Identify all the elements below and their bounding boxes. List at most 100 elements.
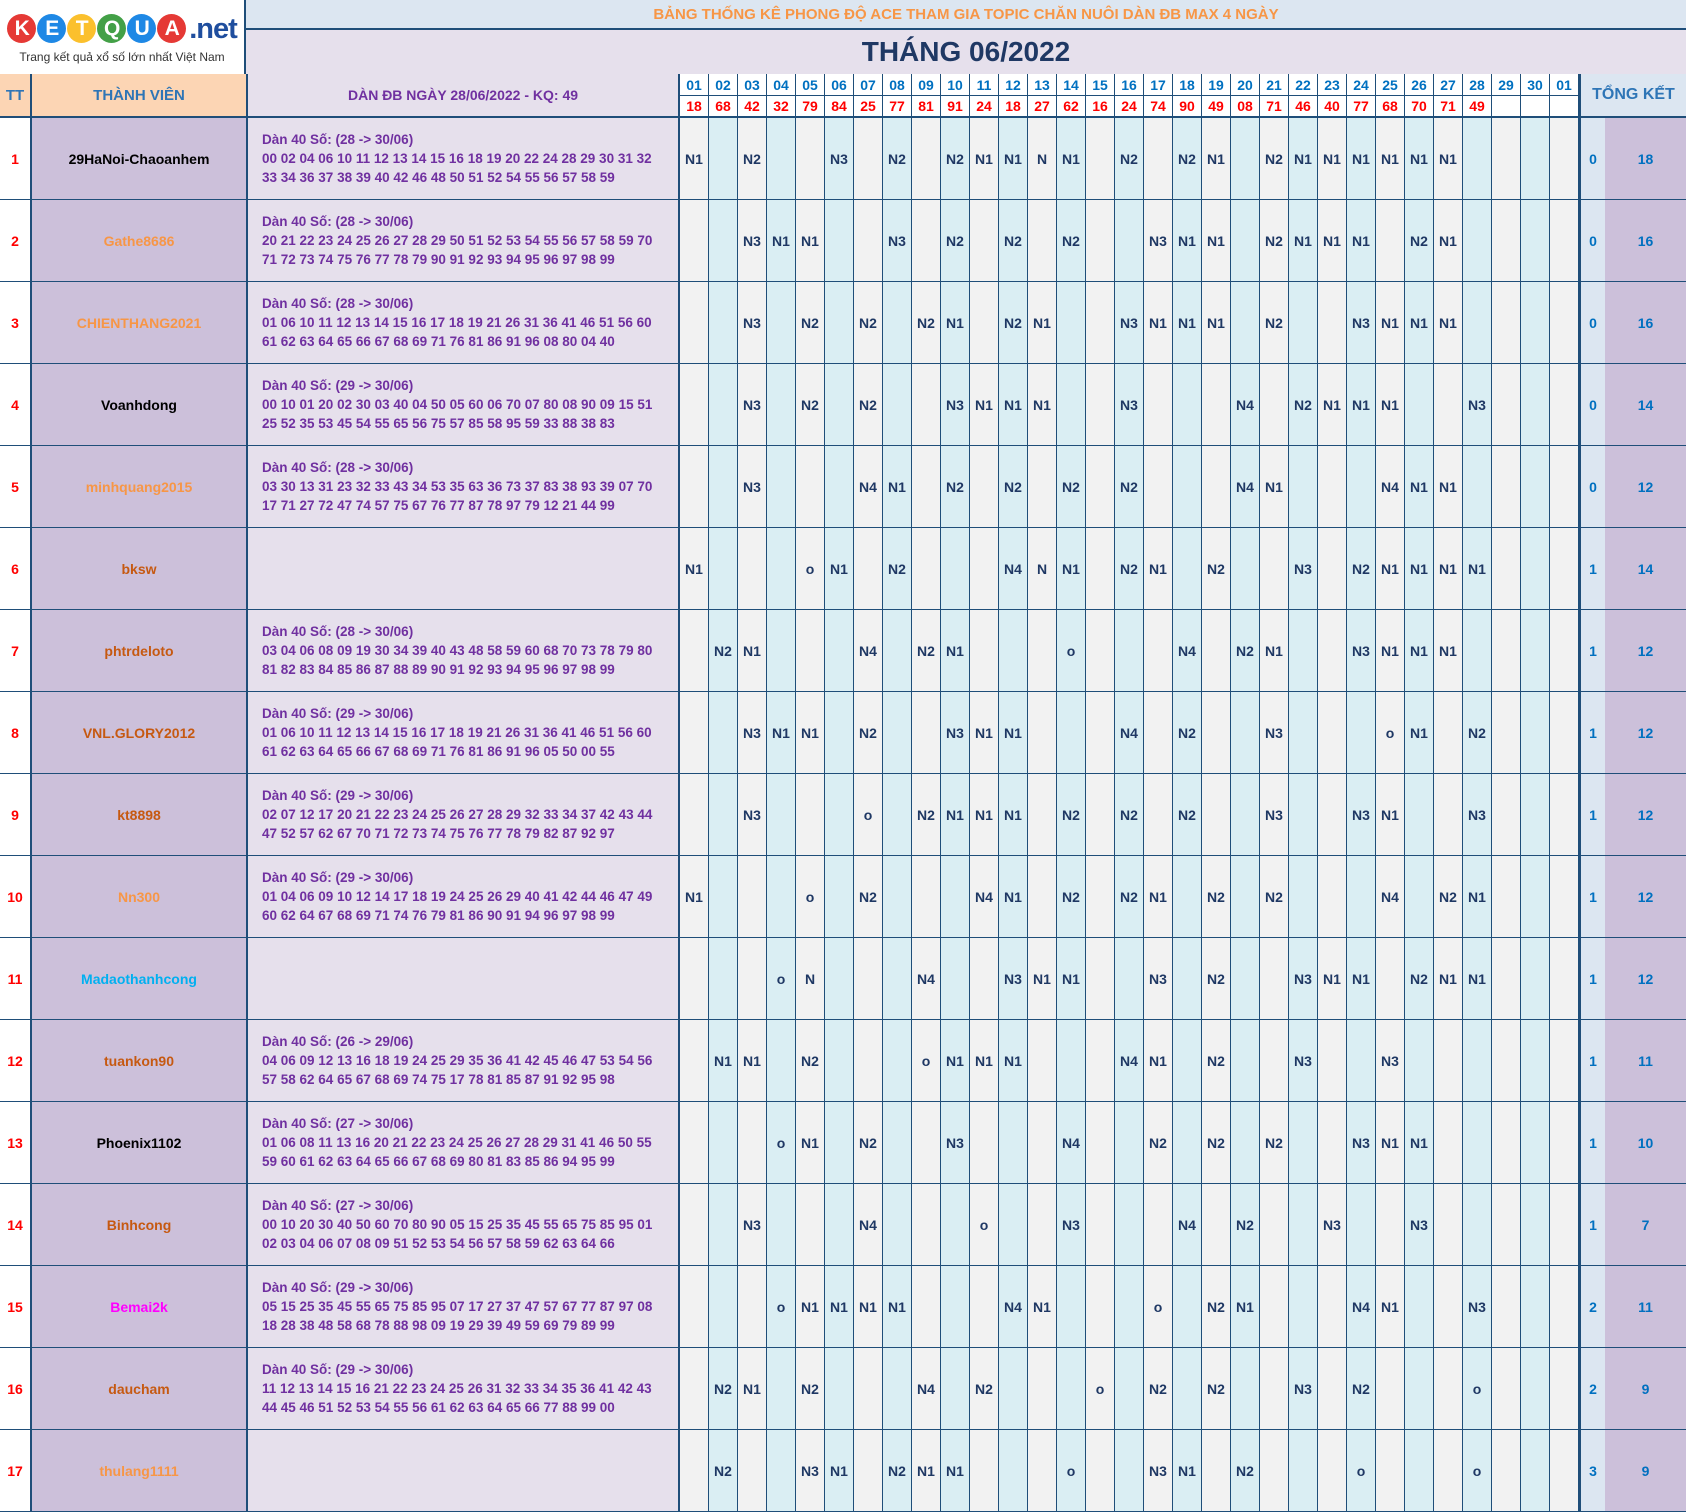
stat-cell [970, 938, 999, 1020]
stat-cell: N2 [941, 200, 970, 282]
result-value [1550, 96, 1579, 118]
stat-cell: N1 [1405, 282, 1434, 364]
member-name[interactable]: kt8898 [32, 774, 246, 856]
stat-cell: N1 [767, 200, 796, 282]
stat-cell: N2 [912, 774, 941, 856]
stat-cell: N2 [1115, 774, 1144, 856]
dan-line: 02 03 04 06 07 08 09 51 52 53 54 56 57 5… [262, 1236, 615, 1251]
member-name[interactable]: CHIENTHANG2021 [32, 282, 246, 364]
day-header: 01 [1550, 74, 1579, 96]
member-name[interactable]: thulang1111 [32, 1430, 246, 1512]
stat-cell: N2 [1057, 774, 1086, 856]
summary-a: 1 [1579, 774, 1605, 856]
stat-cell: N2 [999, 282, 1028, 364]
stat-cell [1405, 1020, 1434, 1102]
stat-cell: N1 [970, 364, 999, 446]
dan-numbers: Dàn 40 Số: (29 -> 30/06) 11 12 13 14 15 1… [246, 1348, 680, 1430]
logo-wordmark: K E T Q U A .net [7, 11, 238, 47]
stat-cell [709, 774, 738, 856]
stat-cell: N4 [1347, 1266, 1376, 1348]
stat-cell: N1 [1260, 446, 1289, 528]
result-value: 18 [999, 96, 1028, 118]
day-header: 10 [941, 74, 970, 96]
stat-cell [1260, 1430, 1289, 1512]
stat-cell [854, 1430, 883, 1512]
member-name[interactable]: tuankon90 [32, 1020, 246, 1102]
day-header: 06 [825, 74, 854, 96]
dan-title: Dàn 40 Số: (28 -> 30/06) [262, 132, 414, 147]
member-name[interactable]: Voanhdong [32, 364, 246, 446]
stat-cell [1086, 528, 1115, 610]
stat-cell: N1 [1376, 528, 1405, 610]
stat-cell [709, 118, 738, 200]
stat-cell [970, 200, 999, 282]
stat-cell: N1 [1202, 200, 1231, 282]
stat-cell [1550, 1184, 1579, 1266]
stat-cell [1550, 118, 1579, 200]
dan-numbers: Dàn 40 Số: (29 -> 30/06) 05 15 25 35 45 5… [246, 1266, 680, 1348]
stat-cell [941, 1348, 970, 1430]
dan-line: 17 71 27 72 47 74 57 75 67 76 77 87 78 9… [262, 498, 615, 513]
stat-cell [1028, 200, 1057, 282]
stat-cell [1289, 1430, 1318, 1512]
stat-cell [1405, 774, 1434, 856]
stat-cell: N3 [1260, 692, 1289, 774]
stat-cell: N3 [1405, 1184, 1434, 1266]
stat-cell [1521, 692, 1550, 774]
member-name[interactable]: Binhcong [32, 1184, 246, 1266]
member-name[interactable]: Madaothanhcong [32, 938, 246, 1020]
stat-cell: o [796, 856, 825, 938]
stat-cell [796, 118, 825, 200]
member-name[interactable]: daucham [32, 1348, 246, 1430]
stat-cell [709, 1102, 738, 1184]
stat-cell: N2 [1057, 200, 1086, 282]
stat-cell [1463, 200, 1492, 282]
member-name[interactable]: minhquang2015 [32, 446, 246, 528]
stat-cell [1231, 1102, 1260, 1184]
dan-line: 11 12 13 14 15 16 21 22 23 24 25 26 31 3… [262, 1381, 652, 1396]
dan-numbers: Dàn 40 Số: (28 -> 30/06) 20 21 22 23 24 2… [246, 200, 680, 282]
day-header: 01 [680, 74, 709, 96]
stat-cell [1202, 446, 1231, 528]
dan-line: 60 62 64 67 68 69 71 74 76 79 81 86 90 9… [262, 908, 615, 923]
member-name[interactable]: Phoenix1102 [32, 1102, 246, 1184]
summary-a: 1 [1579, 1184, 1605, 1266]
day-header: 04 [767, 74, 796, 96]
stat-cell [1550, 1430, 1579, 1512]
stat-cell: N1 [999, 692, 1028, 774]
stat-cell [709, 856, 738, 938]
stat-cell [970, 528, 999, 610]
site-logo[interactable]: K E T Q U A .net Trang kết quả xổ số lớn nhất V… [0, 0, 246, 74]
stat-cell [1260, 1266, 1289, 1348]
day-header: 02 [709, 74, 738, 96]
dan-title: Dàn 40 Số: (29 -> 30/06) [262, 870, 414, 885]
member-name[interactable]: Bemai2k [32, 1266, 246, 1348]
logo-letter-ball: E [37, 14, 67, 43]
member-name[interactable]: 29HaNoi-Chaoanhem [32, 118, 246, 200]
day-header: 11 [970, 74, 999, 96]
stat-cell: N4 [970, 856, 999, 938]
member-name[interactable]: bksw [32, 528, 246, 610]
stat-cell: N [1028, 118, 1057, 200]
stat-cell: o [1376, 692, 1405, 774]
member-name[interactable]: phtrdeloto [32, 610, 246, 692]
result-value: 27 [1028, 96, 1057, 118]
stat-cell [680, 610, 709, 692]
member-name[interactable]: VNL.GLORY2012 [32, 692, 246, 774]
stat-cell [1492, 200, 1521, 282]
stat-cell: N1 [1289, 200, 1318, 282]
stat-cell [1521, 364, 1550, 446]
stat-cell: N1 [1376, 118, 1405, 200]
stat-cell [1318, 1266, 1347, 1348]
stat-cell [1144, 692, 1173, 774]
stat-cell [1057, 364, 1086, 446]
stat-cell: N1 [970, 774, 999, 856]
stat-cell: N4 [912, 1348, 941, 1430]
summary-a: 0 [1579, 364, 1605, 446]
member-name[interactable]: Gathe8686 [32, 200, 246, 282]
stat-cell [1521, 774, 1550, 856]
stat-cell [1086, 200, 1115, 282]
stat-cell [680, 282, 709, 364]
member-name[interactable]: Nn300 [32, 856, 246, 938]
day-header: 22 [1289, 74, 1318, 96]
